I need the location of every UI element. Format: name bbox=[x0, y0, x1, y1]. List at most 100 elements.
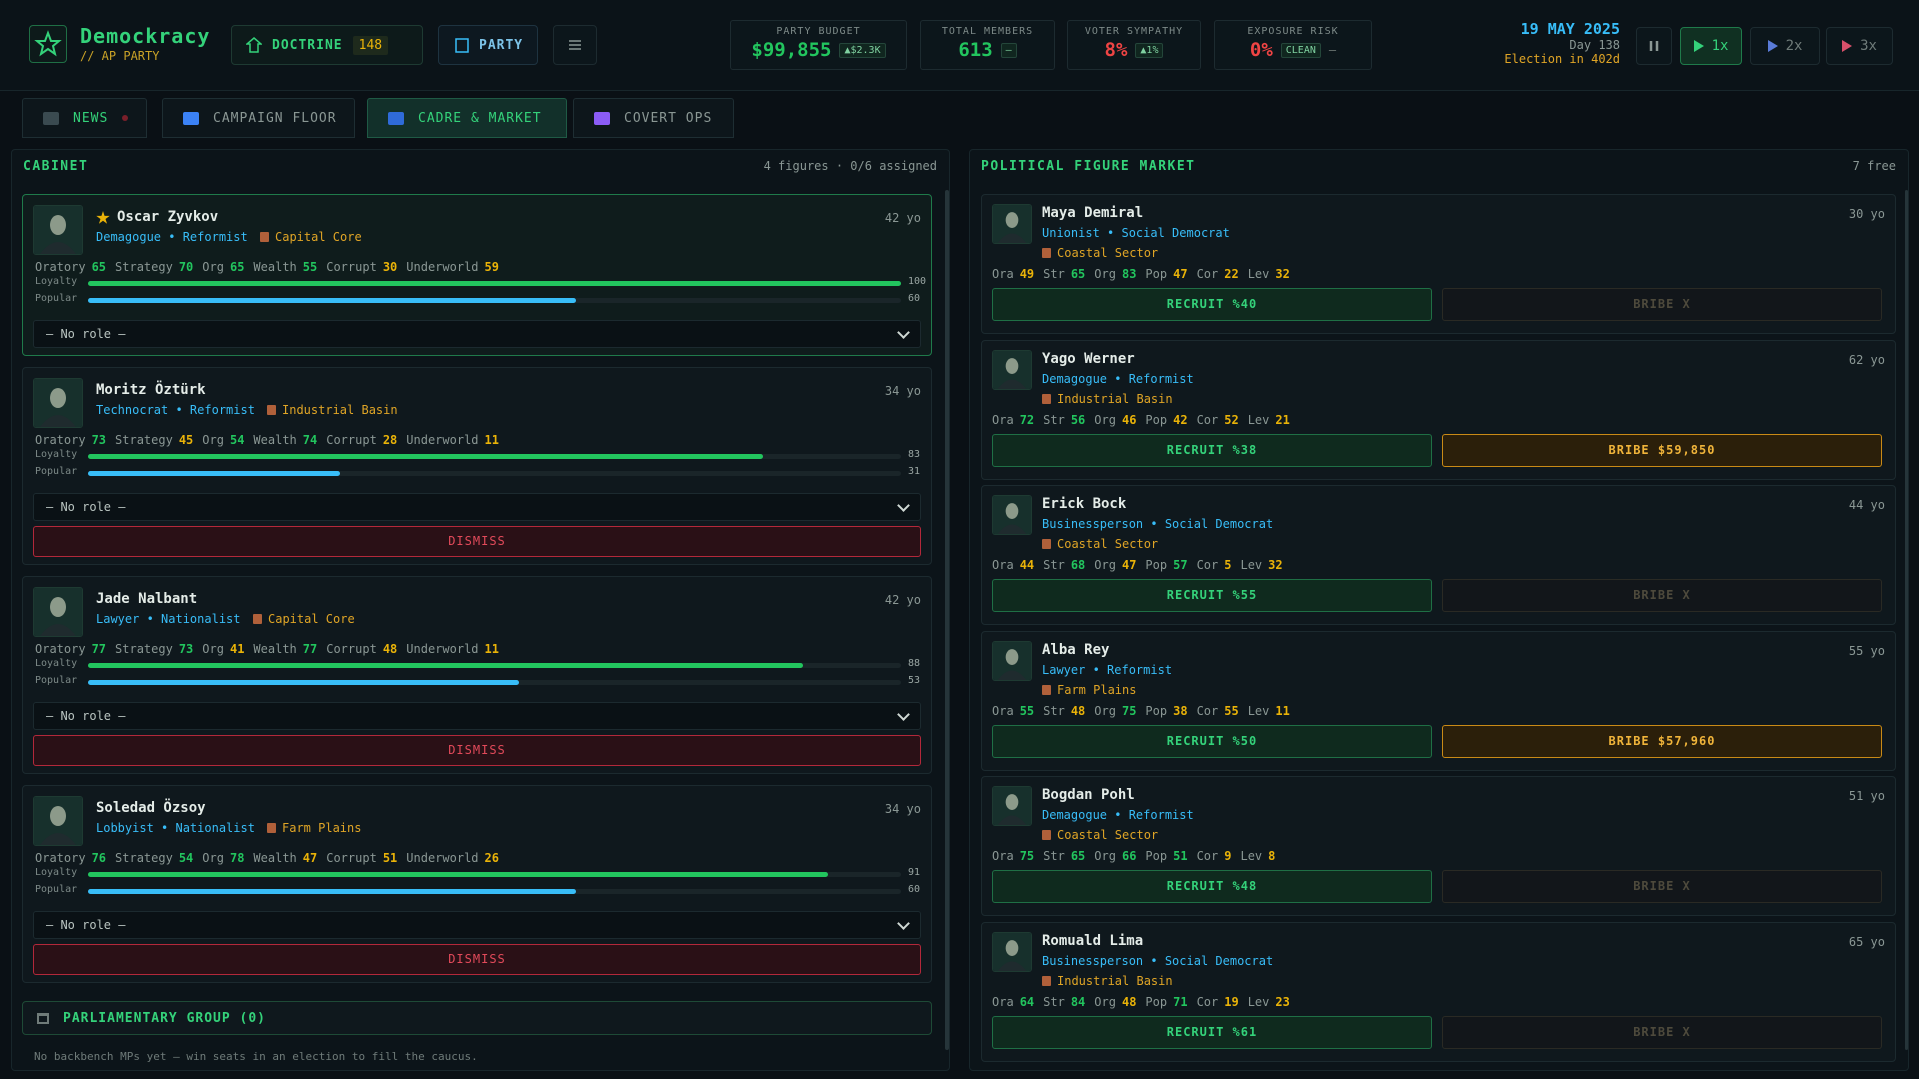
stat-value: 30 bbox=[382, 260, 398, 274]
stat-label: Oratory bbox=[35, 642, 86, 656]
bribe-button[interactable]: BRIBE $57,960 bbox=[1442, 724, 1882, 758]
role-select[interactable]: — No role — bbox=[33, 702, 921, 730]
recruit-button[interactable]: RECRUIT %38 bbox=[992, 433, 1432, 467]
portrait bbox=[33, 587, 83, 637]
age: 55 yo bbox=[1848, 643, 1885, 658]
stat-value: 22 bbox=[1224, 267, 1239, 281]
menu-button[interactable] bbox=[553, 25, 597, 65]
stat-value: 64 bbox=[1019, 994, 1035, 1009]
stat-value: 55 bbox=[302, 260, 318, 274]
tab[interactable]: NEWS bbox=[22, 98, 147, 138]
region-name: Industrial Basin bbox=[1057, 973, 1173, 988]
portrait-head bbox=[50, 215, 66, 235]
stat-value: 46 bbox=[1121, 412, 1137, 427]
stat-label: Org bbox=[202, 642, 224, 656]
stat-value: 65 bbox=[1070, 849, 1086, 863]
dismiss-button[interactable]: DISMISS bbox=[33, 735, 921, 766]
stat-value: $99,855 bbox=[751, 39, 832, 61]
doctrine-icon bbox=[246, 37, 262, 53]
dismiss-button[interactable]: DISMISS bbox=[33, 526, 921, 557]
stat-label: Org bbox=[1094, 994, 1116, 1009]
portrait-art bbox=[993, 641, 1031, 680]
name: Jade Nalbant bbox=[96, 591, 198, 607]
stat-value: 56 bbox=[1070, 412, 1086, 427]
scrollbar[interactable] bbox=[945, 190, 949, 1050]
role-line: Lobbyist • Nationalist bbox=[96, 821, 255, 835]
bar-value: 100 bbox=[908, 276, 927, 287]
portrait-body bbox=[40, 833, 76, 845]
portrait-body bbox=[997, 524, 1027, 534]
role-select[interactable]: — No role — bbox=[33, 493, 921, 521]
name: Oscar Zyvkov bbox=[117, 209, 219, 225]
scrollbar[interactable] bbox=[1905, 190, 1908, 1050]
bar-value: 31 bbox=[908, 466, 921, 477]
age: 51 yo bbox=[1848, 789, 1885, 803]
stat-value: 32 bbox=[1275, 267, 1290, 281]
stat-extra: – bbox=[1328, 43, 1337, 57]
region-name: Industrial Basin bbox=[282, 403, 398, 417]
stat-label: Cor bbox=[1196, 994, 1219, 1009]
stat-row: $99,855 ▲$2.3K bbox=[731, 39, 906, 61]
stat-value: 78 bbox=[229, 851, 245, 865]
stat-value: 65 bbox=[229, 260, 245, 274]
doctrine-button[interactable]: DOCTRINE 148 bbox=[231, 25, 423, 65]
dismiss-button[interactable]: DISMISS bbox=[33, 944, 921, 975]
speed-label: 1x bbox=[1711, 38, 1729, 54]
stat-label: Wealth bbox=[253, 851, 297, 865]
stat-label: EXPOSURE RISK bbox=[1247, 26, 1339, 37]
star-icon bbox=[34, 30, 62, 57]
parliament-header[interactable]: PARLIAMENTARY GROUP (0) bbox=[22, 1001, 932, 1035]
age: 65 yo bbox=[1848, 934, 1885, 949]
tab[interactable]: CAMPAIGN FLOOR bbox=[162, 98, 355, 138]
region-icon bbox=[267, 405, 276, 415]
stat-value: 44 bbox=[1019, 558, 1035, 572]
speed-button[interactable]: 2x bbox=[1750, 27, 1820, 65]
portrait-head bbox=[1005, 939, 1019, 956]
recruit-button[interactable]: RECRUIT %48 bbox=[992, 870, 1432, 903]
bar-track bbox=[88, 680, 901, 685]
bar-label: Loyalty bbox=[35, 658, 78, 669]
stat-label: TOTAL MEMBERS bbox=[941, 26, 1034, 37]
stats: Oratory 76 Strategy 54 Org 78 Wealth 47 Corrupt 5… bbox=[35, 851, 502, 865]
party-button[interactable]: PARTY bbox=[438, 25, 538, 65]
bar-value: 88 bbox=[908, 658, 921, 669]
stat-label: Cor bbox=[1196, 412, 1219, 427]
market-card: Yago Werner 62 yo Demagogue • Reformist Ind… bbox=[981, 339, 1896, 480]
pause-button[interactable] bbox=[1636, 27, 1672, 65]
recruit-button[interactable]: RECRUIT %61 bbox=[992, 1015, 1432, 1049]
region-icon bbox=[1042, 975, 1051, 986]
role-line: Businessperson • Social Democrat bbox=[1042, 953, 1274, 968]
recruit-button[interactable]: RECRUIT %55 bbox=[992, 579, 1432, 612]
role-line: Lawyer • Reformist bbox=[1042, 662, 1173, 677]
speed-icon bbox=[1767, 40, 1778, 52]
bar-label: Loyalty bbox=[35, 449, 78, 460]
role-select[interactable]: — No role — bbox=[33, 911, 921, 939]
stat-delta: – bbox=[1000, 42, 1017, 58]
tab[interactable]: COVERT OPS bbox=[573, 98, 734, 138]
portrait-body bbox=[997, 233, 1027, 243]
recruit-button[interactable]: RECRUIT %50 bbox=[992, 724, 1432, 758]
region: Coastal Sector bbox=[1042, 537, 1158, 551]
portrait-body bbox=[40, 242, 76, 254]
stat-value: 23 bbox=[1275, 994, 1290, 1009]
speed-button[interactable]: 3x bbox=[1826, 27, 1893, 65]
speed-button[interactable]: 1x bbox=[1680, 27, 1742, 65]
parliament-title: PARLIAMENTARY GROUP (0) bbox=[63, 1010, 267, 1026]
market-card: Alba Rey 55 yo Lawyer • Reformist Farm Plai… bbox=[981, 630, 1896, 771]
stat-label: PARTY BUDGET bbox=[776, 26, 861, 37]
stat-value: 73 bbox=[178, 642, 194, 656]
region: Industrial Basin bbox=[1042, 974, 1173, 988]
role-select[interactable]: — No role — bbox=[33, 320, 921, 348]
stat-card: EXPOSURE RISK 0% CLEAN – bbox=[1214, 20, 1372, 70]
region-name: Capital Core bbox=[275, 230, 362, 244]
menu-icon bbox=[569, 40, 581, 50]
stat-label: Wealth bbox=[253, 642, 297, 656]
tab[interactable]: CADRE & MARKET bbox=[367, 98, 567, 138]
tab-label: CADRE & MARKET bbox=[418, 110, 542, 126]
age: 34 yo bbox=[884, 802, 921, 816]
name: Erick Bock bbox=[1042, 496, 1127, 512]
bribe-button[interactable]: BRIBE $59,850 bbox=[1442, 433, 1882, 467]
stat-value: 51 bbox=[1173, 849, 1188, 863]
recruit-button[interactable]: RECRUIT %40 bbox=[992, 288, 1432, 321]
stat-value: 0% bbox=[1249, 39, 1273, 61]
